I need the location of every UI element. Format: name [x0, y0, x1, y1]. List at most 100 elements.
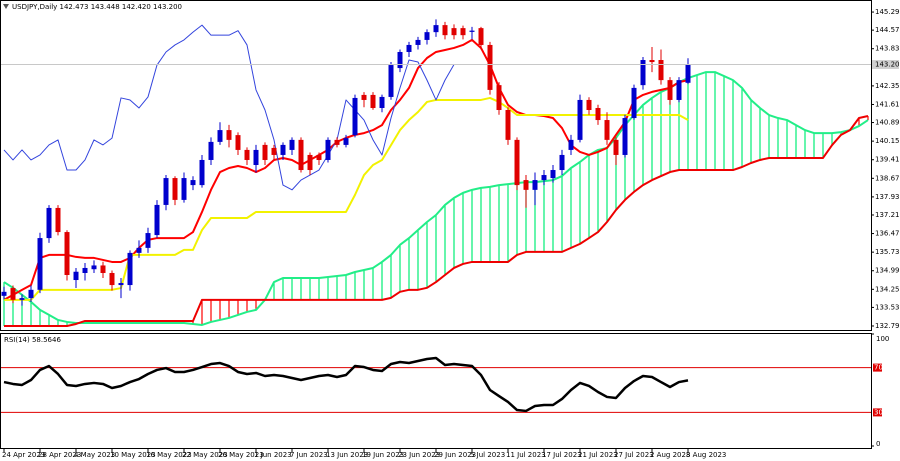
candle-body	[64, 232, 70, 275]
x-tick-label: 13 Jun 2023	[326, 451, 368, 459]
y-tick-label: 140.150	[875, 137, 900, 145]
candle-body	[550, 170, 556, 179]
candle-body	[640, 60, 646, 86]
candle-body	[406, 44, 412, 52]
candle-body	[505, 109, 511, 140]
candle-body	[604, 120, 610, 140]
candle-body	[424, 32, 430, 40]
candle-body	[559, 154, 565, 171]
candle-body	[415, 39, 421, 45]
candle-body	[622, 118, 628, 155]
candle-body	[613, 139, 619, 155]
candle-body	[172, 178, 178, 200]
y-tick-label: 145.290	[875, 8, 900, 16]
x-tick-label: 17 Jul 2023	[542, 451, 582, 459]
candle-body	[532, 180, 538, 190]
candle-body	[46, 207, 52, 239]
indicator-line	[4, 96, 689, 301]
candle-body	[118, 283, 124, 286]
candle-body	[262, 144, 268, 160]
candle-body	[28, 289, 34, 299]
candle-body	[478, 28, 484, 45]
candle-body	[73, 271, 79, 281]
candle-body	[343, 138, 349, 145]
candle-body	[208, 141, 214, 160]
candle-body	[451, 28, 457, 36]
rsi-frame	[0, 333, 872, 449]
candle-body	[217, 130, 223, 142]
candle-body	[595, 107, 601, 121]
candle-body	[1, 291, 7, 296]
candle-body	[226, 130, 232, 140]
y-tick-label: 142.350	[875, 82, 900, 90]
rsi-title: RSI(14) 58.5646	[4, 336, 61, 344]
x-tick-label: 26 May 2023	[218, 451, 264, 459]
y-tick-label: 138.670	[875, 174, 900, 182]
candle-body	[109, 272, 115, 286]
candle-body	[568, 139, 574, 150]
x-tick-label: 11 Jul 2023	[506, 451, 546, 459]
main-frame	[0, 0, 872, 331]
candle-body	[55, 207, 61, 233]
level-label: 70	[874, 364, 883, 372]
candle-body	[154, 204, 160, 236]
candle-body	[37, 238, 43, 290]
candle-body	[127, 252, 133, 286]
candle-body	[271, 147, 277, 155]
candle-body	[514, 139, 520, 186]
candle-body	[352, 97, 358, 136]
y-tick-label: 140.890	[875, 119, 900, 127]
x-tick-label: 27 Jul 2023	[614, 451, 654, 459]
candle-body	[91, 265, 97, 270]
candle-body	[586, 99, 592, 110]
candle-body	[685, 64, 691, 83]
x-tick-label: 21 Jul 2023	[578, 451, 618, 459]
candle-body	[658, 60, 664, 81]
candle-body	[667, 80, 673, 100]
candle-body	[334, 139, 340, 145]
candle-body	[397, 51, 403, 69]
candle-body	[487, 44, 493, 90]
candle-body	[82, 267, 88, 273]
level-label-box	[873, 408, 882, 417]
candle-body	[136, 247, 142, 253]
x-tick-label: 16 May 2023	[146, 451, 192, 459]
price-label-box	[872, 60, 899, 70]
candle-body	[235, 135, 241, 150]
x-tick-label: 23 Jun 2023	[398, 451, 440, 459]
x-tick-label: 7 Jun 2023	[290, 451, 328, 459]
candle-body	[145, 233, 151, 248]
candle-body	[361, 94, 367, 100]
x-tick-label: 8 Aug 2023	[686, 451, 726, 459]
candle-body	[577, 99, 583, 140]
indicator-line	[3, 24, 455, 191]
x-tick-label: 29 Jun 2023	[434, 451, 476, 459]
candle-body	[298, 139, 304, 171]
x-tick-label: 19 Jun 2023	[362, 451, 404, 459]
y-tick-label: 0	[876, 440, 880, 448]
x-tick-label: 28 Apr 2023	[38, 451, 81, 459]
candle-body	[190, 180, 196, 186]
y-tick-label: 100	[876, 335, 889, 343]
candle-body	[163, 178, 169, 205]
candle-body	[253, 149, 259, 165]
price-label: 143.200	[875, 61, 900, 69]
candle-body	[244, 149, 250, 160]
cloud-line	[4, 115, 869, 327]
candle-body	[280, 144, 286, 155]
y-tick-label: 133.530	[875, 303, 900, 311]
candle-body	[370, 94, 376, 108]
candle-body	[523, 180, 529, 190]
rsi-line	[3, 356, 689, 413]
y-tick-label: 136.470	[875, 230, 900, 238]
candle-body	[460, 28, 466, 36]
x-tick-label: 24 Apr 2023	[2, 451, 45, 459]
y-tick-label: 134.250	[875, 285, 900, 293]
candle-body	[181, 178, 187, 200]
candle-body	[10, 288, 16, 300]
candle-body	[676, 80, 682, 100]
rsi-pane: 0 100 30 70	[1, 333, 889, 448]
candle-body	[199, 159, 205, 186]
